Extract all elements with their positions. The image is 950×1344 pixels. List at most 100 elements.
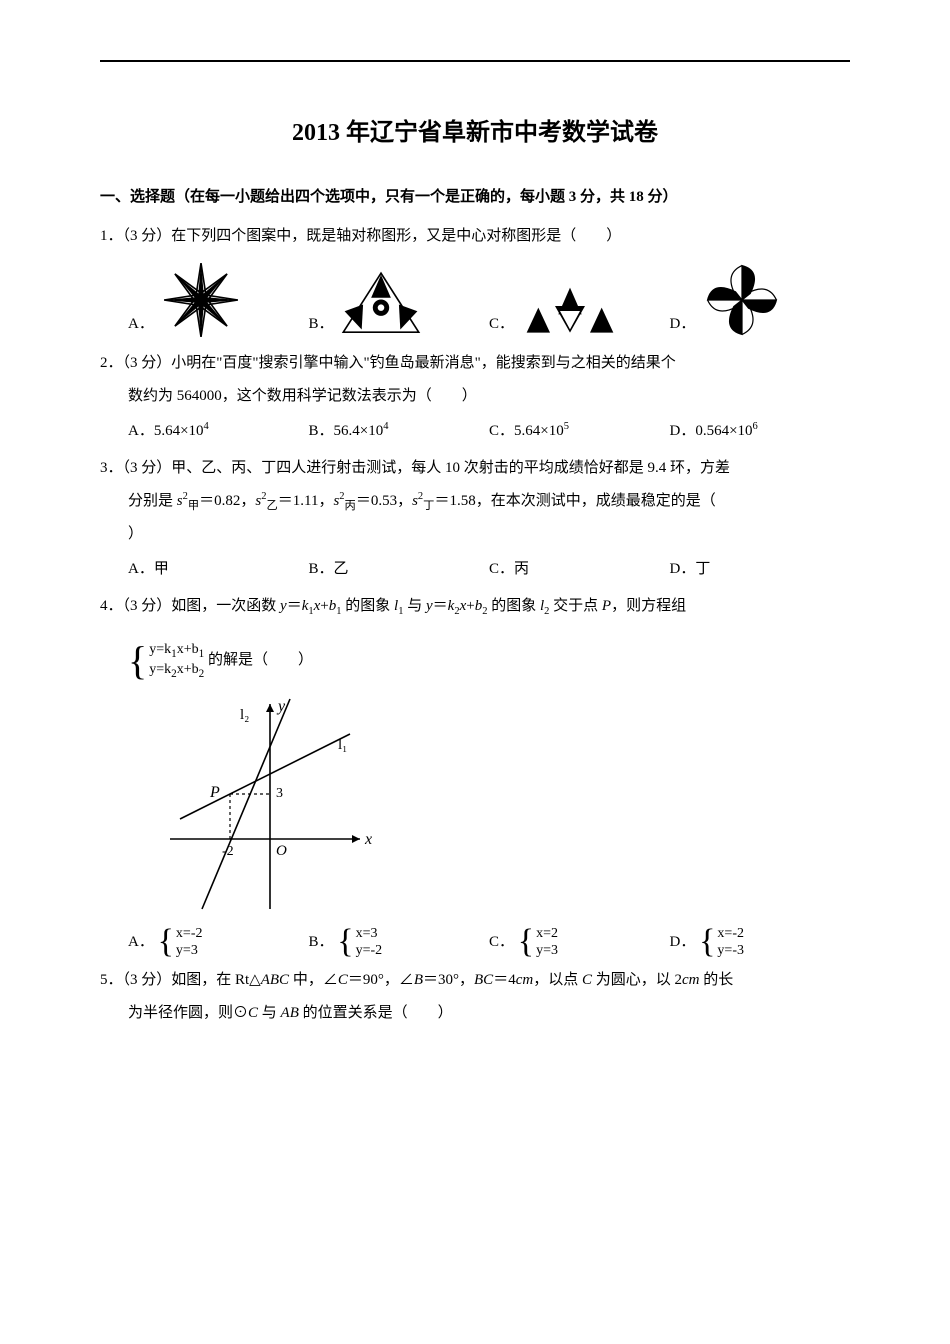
q1-opt-b: B． [309, 271, 490, 341]
q5cm2: cm [682, 972, 700, 988]
q4-opt-a: A． {x=-2y=3 [128, 925, 309, 960]
q4a2: y=3 [176, 942, 203, 960]
q4-brace-tail: 的解是（ ） [208, 653, 313, 669]
q4f: ，则方程组 [611, 598, 686, 614]
q4a: 4．（3 分）如图，一次函数 [100, 598, 280, 614]
q4a1: x=-2 [176, 925, 203, 943]
tri-row-icon [520, 281, 620, 341]
q1-opt-a-label: A． [128, 308, 154, 341]
q4b1: x=3 [356, 925, 383, 943]
q5BC: BC [474, 972, 493, 988]
q5a: 5．（3 分）如图，在 Rt△ [100, 972, 261, 988]
q4-ld: D． [670, 934, 696, 950]
q4c: 与 [403, 598, 426, 614]
q4-brace-row: { y=k1x+b1 y=k2x+b2 的解是（ ） [100, 641, 850, 681]
q3-line1: 3．（3 分）甲、乙、丙、丁四人进行射击测试，每人 10 次射击的平均成绩恰好都… [100, 452, 850, 485]
q3-line3: ） [100, 518, 850, 551]
q1-opt-a: A． [128, 259, 309, 341]
q3-line2: 分别是 s2甲＝0.82，s2乙＝1.11，s2丙＝0.53，s2丁＝1.58，… [100, 485, 850, 519]
question-1: 1．（3 分）在下列四个图案中，既是轴对称图形，又是中心对称图形是（ ） A． [100, 220, 850, 341]
q5l2b: 与 [258, 1005, 281, 1021]
q3-opt-a: A．甲 [128, 553, 309, 586]
q4-lb: B． [309, 934, 334, 950]
question-2: 2．（3 分）小明在"百度"搜索引擎中输入"钓鱼岛最新消息"，能搜索到与之相关的… [100, 347, 850, 448]
q5c: ＝90°，∠ [348, 972, 414, 988]
q4c2: y=3 [536, 942, 558, 960]
q5B: B [414, 972, 423, 988]
q4b2: y=-2 [356, 942, 383, 960]
q5cm1: cm [516, 972, 534, 988]
q4-eq2: y=k2x+b2 [149, 661, 204, 681]
q2a-sup: 4 [204, 421, 209, 432]
graph-3: 3 [276, 786, 283, 801]
q5C2: C [582, 972, 592, 988]
q2-opt-d: D．0.564×106 [670, 415, 851, 448]
q5l2c: 的位置关系是（ ） [299, 1005, 453, 1021]
q4e: 交于点 [549, 598, 602, 614]
q2a-pre: A．5.64×10 [128, 423, 204, 439]
q1-opt-d: D． [670, 259, 851, 341]
q5b: 中，∠ [289, 972, 338, 988]
q3-l2e: ＝1.58，在本次测试中，成绩最稳定的是（ [434, 493, 730, 509]
exam-page: 2013 年辽宁省阜新市中考数学试卷 一、选择题（在每一小题给出四个选项中，只有… [0, 0, 950, 1074]
q3-opt-d: D．丁 [670, 553, 851, 586]
q5-line1: 5．（3 分）如图，在 Rt△ABC 中，∠C＝90°，∠B＝30°，BC＝4c… [100, 964, 850, 997]
q5d: ＝30°， [423, 972, 474, 988]
q4b: 的图象 [342, 598, 395, 614]
tri-cluster-icon [340, 271, 422, 341]
q4-options: A． {x=-2y=3 B． {x=3y=-2 C． {x=2y=3 D． {x… [100, 925, 850, 960]
q4-opt-b: B． {x=3y=-2 [309, 925, 490, 960]
q2-opt-c: C．5.64×105 [489, 415, 670, 448]
q1-opt-d-label: D． [670, 308, 696, 341]
q4d1: x=-2 [717, 925, 744, 943]
q2d-pre: D．0.564×10 [670, 423, 753, 439]
star8-icon [160, 259, 242, 341]
graph-icon: P 3 -2 O x y l₁ l₂ [160, 689, 390, 919]
q3-l2a: 分别是 [128, 493, 177, 509]
q2c-pre: C．5.64×10 [489, 423, 564, 439]
q4-eq1: y=k1x+b1 [149, 641, 204, 661]
q3-sub4: 丁 [423, 500, 434, 512]
q3-l2b: ＝0.82， [199, 493, 255, 509]
q5abc: ABC [261, 972, 289, 988]
q1-stem: 1．（3 分）在下列四个图案中，既是轴对称图形，又是中心对称图形是（ ） [100, 220, 850, 253]
graph-l2: l₂ [240, 707, 249, 723]
q5-line2: 为半径作圆，则⊙C 与 AB 的位置关系是（ ） [100, 997, 850, 1030]
q4-lc: C． [489, 934, 514, 950]
graph-l1: l₁ [338, 737, 347, 753]
q5f: ，以点 [533, 972, 582, 988]
question-3: 3．（3 分）甲、乙、丙、丁四人进行射击测试，每人 10 次射击的平均成绩恰好都… [100, 452, 850, 587]
section-1-heading: 一、选择题（在每一小题给出四个选项中，只有一个是正确的，每小题 3 分，共 18… [100, 183, 850, 212]
q5h: 的长 [700, 972, 734, 988]
q2b-pre: B．56.4×10 [309, 423, 384, 439]
q5e: ＝4 [493, 972, 516, 988]
q3-l2c: ＝1.11， [278, 493, 334, 509]
top-rule [100, 60, 850, 62]
q1-opt-b-label: B． [309, 308, 334, 341]
q4d2: y=-3 [717, 942, 744, 960]
q3-sub2: 乙 [266, 500, 277, 512]
graph-y: y [276, 698, 286, 715]
graph-P-label: P [209, 784, 220, 801]
q2-opt-b: B．56.4×104 [309, 415, 490, 448]
q3-opt-b: B．乙 [309, 553, 490, 586]
q2-options: A．5.64×104 B．56.4×104 C．5.64×105 D．0.564… [100, 415, 850, 448]
q4-la: A． [128, 934, 154, 950]
q1-opt-c-label: C． [489, 308, 514, 341]
q5AB: AB [281, 1005, 299, 1021]
q5C3: C [248, 1005, 258, 1021]
q5l2a: 为半径作圆，则⊙ [128, 1005, 248, 1021]
q4-graph: P 3 -2 O x y l₁ l₂ [100, 689, 850, 919]
q4-opt-d: D． {x=-2y=-3 [670, 925, 851, 960]
page-title: 2013 年辽宁省阜新市中考数学试卷 [100, 112, 850, 147]
graph-neg2: -2 [222, 844, 234, 859]
q1-opt-c: C． [489, 281, 670, 341]
q2-opt-a: A．5.64×104 [128, 415, 309, 448]
q3-options: A．甲 B．乙 C．丙 D．丁 [100, 553, 850, 586]
q5g: 为圆心，以 2 [592, 972, 682, 988]
q2d-sup: 6 [753, 421, 758, 432]
q3-sub1: 甲 [188, 500, 199, 512]
q4-stem: 4．（3 分）如图，一次函数 y＝k1x+b1 的图象 l1 与 y＝k2x+b… [100, 590, 850, 623]
q2b-sup: 4 [383, 421, 388, 432]
q4-opt-c: C． {x=2y=3 [489, 925, 670, 960]
